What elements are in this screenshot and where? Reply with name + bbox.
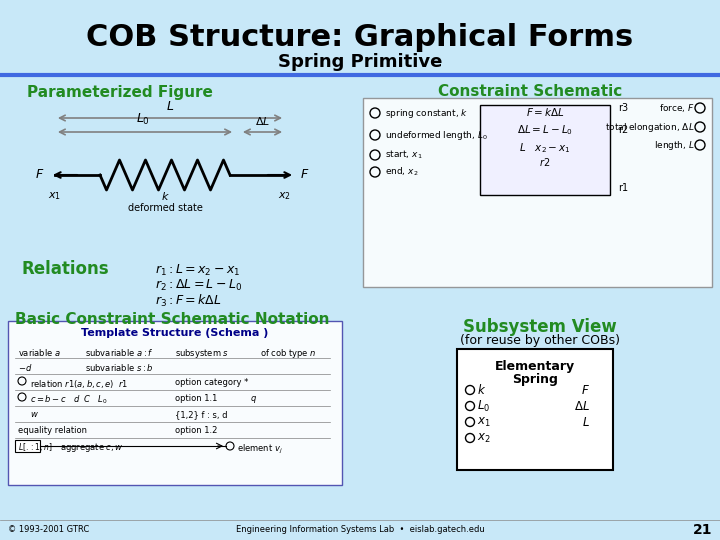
Text: $\Delta L = L - L_0$: $\Delta L = L - L_0$: [517, 123, 573, 137]
Text: option 1.2: option 1.2: [175, 426, 217, 435]
Text: © 1993-2001 GTRC: © 1993-2001 GTRC: [8, 525, 89, 535]
Text: aggregate $c, w$: aggregate $c, w$: [60, 441, 124, 454]
Text: spring constant, $k$: spring constant, $k$: [385, 106, 468, 119]
Text: element $v_j$: element $v_j$: [237, 443, 283, 456]
Text: subsystem $s$: subsystem $s$: [175, 347, 229, 360]
Text: subvariable $a:f$: subvariable $a:f$: [85, 347, 153, 358]
Text: $-d$: $-d$: [18, 362, 32, 373]
Text: $k$: $k$: [477, 383, 486, 397]
Text: $L$: $L$: [582, 415, 590, 429]
Text: start, $x_1$: start, $x_1$: [385, 148, 423, 161]
Text: option 1.1: option 1.1: [175, 394, 217, 403]
Text: Template Structure (Schema ): Template Structure (Schema ): [81, 328, 269, 338]
Text: total elongation, $\Delta L$: total elongation, $\Delta L$: [606, 120, 695, 133]
Text: $x_1$: $x_1$: [48, 190, 61, 202]
Text: $\Delta L$: $\Delta L$: [574, 400, 590, 413]
Bar: [15, 440, 40, 452]
Text: of cob type $n$: of cob type $n$: [260, 347, 317, 360]
Text: Relations: Relations: [21, 260, 109, 278]
Text: 21: 21: [693, 523, 712, 537]
Text: $x_2$: $x_2$: [279, 190, 292, 202]
Text: COB Structure: Graphical Forms: COB Structure: Graphical Forms: [86, 24, 634, 52]
Text: $L\ \ \ x_2 - x_1$: $L\ \ \ x_2 - x_1$: [519, 141, 571, 155]
Text: Parameterized Figure: Parameterized Figure: [27, 84, 213, 99]
Text: subvariable $s:b$: subvariable $s:b$: [85, 362, 154, 373]
Text: undeformed length, $L_0$: undeformed length, $L_0$: [385, 129, 488, 141]
Text: relation $r1(a,b,c,e)$  $r1$: relation $r1(a,b,c,e)$ $r1$: [30, 378, 128, 390]
Text: $F = k\Delta L$: $F = k\Delta L$: [526, 106, 564, 118]
Text: $r_2 : \Delta L = L - L_0$: $r_2 : \Delta L = L - L_0$: [155, 278, 242, 293]
Text: {1,2} f : s, d: {1,2} f : s, d: [175, 410, 228, 419]
Text: Elementary: Elementary: [495, 360, 575, 373]
Text: Subsystem View: Subsystem View: [463, 318, 617, 336]
Text: r1: r1: [618, 183, 628, 193]
Text: $c = b - c$   $d$  $C$   $L_0$: $c = b - c$ $d$ $C$ $L_0$: [30, 394, 107, 407]
FancyBboxPatch shape: [457, 349, 613, 470]
Text: $F$: $F$: [35, 168, 45, 181]
FancyBboxPatch shape: [363, 98, 712, 287]
Text: option category *: option category *: [175, 378, 248, 387]
Text: $L$: $L$: [166, 100, 174, 113]
Text: deformed state: deformed state: [127, 203, 202, 213]
Text: $F$: $F$: [300, 168, 310, 181]
Text: $x_2$: $x_2$: [477, 431, 491, 444]
FancyBboxPatch shape: [8, 321, 342, 485]
Text: $x_1$: $x_1$: [477, 415, 491, 429]
Text: equality relation: equality relation: [18, 426, 87, 435]
Text: Spring Primitive: Spring Primitive: [278, 53, 442, 71]
Text: $\Delta L$: $\Delta L$: [255, 115, 270, 127]
Text: force, $F$: force, $F$: [659, 102, 695, 114]
Text: $q$: $q$: [250, 394, 257, 405]
Text: end, $x_2$: end, $x_2$: [385, 166, 418, 178]
Text: Constraint Schematic: Constraint Schematic: [438, 84, 622, 99]
Text: length, $L$: length, $L$: [654, 138, 695, 152]
Text: r3: r3: [618, 103, 628, 113]
Text: Spring: Spring: [512, 373, 558, 386]
Text: $w$: $w$: [30, 410, 39, 419]
Text: $L[.:1,n]$: $L[.:1,n]$: [18, 441, 53, 453]
Text: Engineering Information Systems Lab  •  eislab.gatech.edu: Engineering Information Systems Lab • ei…: [235, 525, 485, 535]
Text: variable $a$: variable $a$: [18, 347, 61, 358]
Text: $F$: $F$: [581, 383, 590, 396]
Text: r2: r2: [618, 125, 629, 135]
Text: $L_0$: $L_0$: [135, 112, 150, 127]
Text: $k$: $k$: [161, 190, 169, 202]
Bar: [480, 105, 610, 195]
Text: $r_3 : F = k\Delta L$: $r_3 : F = k\Delta L$: [155, 293, 222, 309]
Text: $L_0$: $L_0$: [477, 399, 490, 414]
Text: $r_1 : L = x_2 - x_1$: $r_1 : L = x_2 - x_1$: [155, 263, 240, 278]
Text: $r2$: $r2$: [539, 156, 551, 168]
Text: Basic Constraint Schematic Notation: Basic Constraint Schematic Notation: [15, 312, 330, 327]
Text: (for reuse by other COBs): (for reuse by other COBs): [460, 334, 620, 347]
